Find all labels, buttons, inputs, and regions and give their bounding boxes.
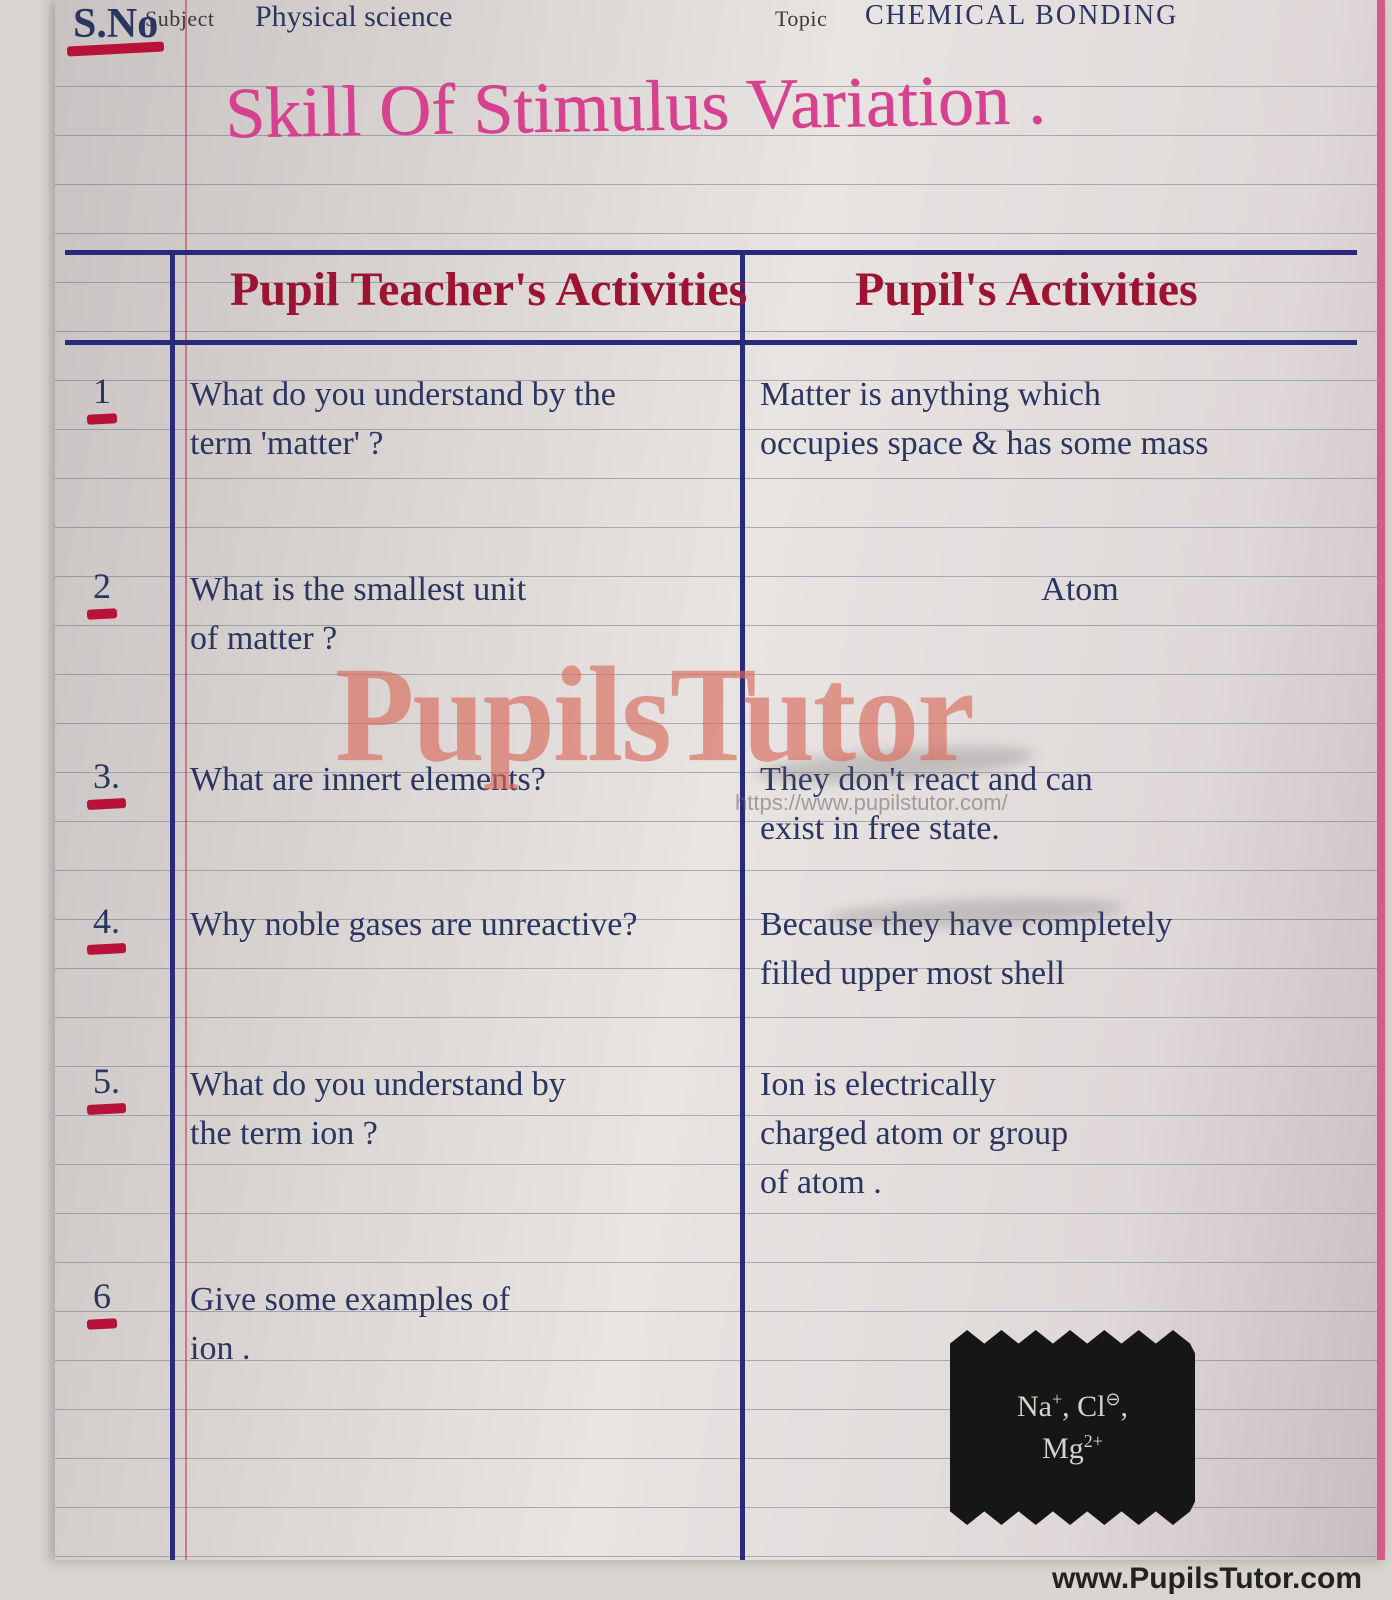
page-title: Skill Of Stimulus Variation . [224,58,1046,155]
watermark-url: https://www.pupilstutor.com/ [735,790,1008,816]
teacher-activity: What do you understand by the term 'matt… [190,370,730,468]
flashcard-line1: Na+, Cl⊖, [1017,1386,1128,1428]
pupil-activity: Matter is anything which occupies space … [760,370,1340,468]
table-header-rule [65,340,1357,345]
row-number: 6 [93,1275,111,1317]
row-number: 2 [93,565,111,607]
table-vline-2 [740,250,745,1560]
teacher-activity: What is the smallest unit of matter ? [190,565,730,663]
teacher-activity: Why noble gases are unreactive? [190,900,730,949]
row-number: 3. [93,755,120,797]
footer-url: www.PupilsTutor.com [1052,1562,1362,1596]
colhead-teacher: Pupil Teacher's Activities [230,262,747,317]
pupil-activity: Ion is electrically charged atom or grou… [760,1060,1340,1207]
pupil-activity: Atom [760,565,1340,614]
colhead-pupil: Pupil's Activities [855,262,1198,317]
table-vline-1 [170,250,175,1560]
margin-line [185,0,187,1560]
row-number: 1 [93,370,111,412]
teacher-activity: What are innert elements? [190,755,730,804]
flashcard-ions: Na+, Cl⊖, Mg2+ [950,1330,1195,1525]
colhead-sno: S.No [73,0,158,48]
table-top-rule [65,250,1357,255]
teacher-activity: What do you understand by the term ion ? [190,1060,730,1158]
topic-label: Topic [775,6,827,32]
row-number: 4. [93,900,120,942]
topic-value: CHEMICAL BONDING [865,0,1178,32]
flashcard-line2: Mg2+ [1042,1428,1103,1470]
row-number: 5. [93,1060,120,1102]
subject-value: Physical science [255,0,452,34]
notebook-page: Subject Physical science Topic CHEMICAL … [55,0,1385,1560]
teacher-activity: Give some examples of ion . [190,1275,730,1373]
